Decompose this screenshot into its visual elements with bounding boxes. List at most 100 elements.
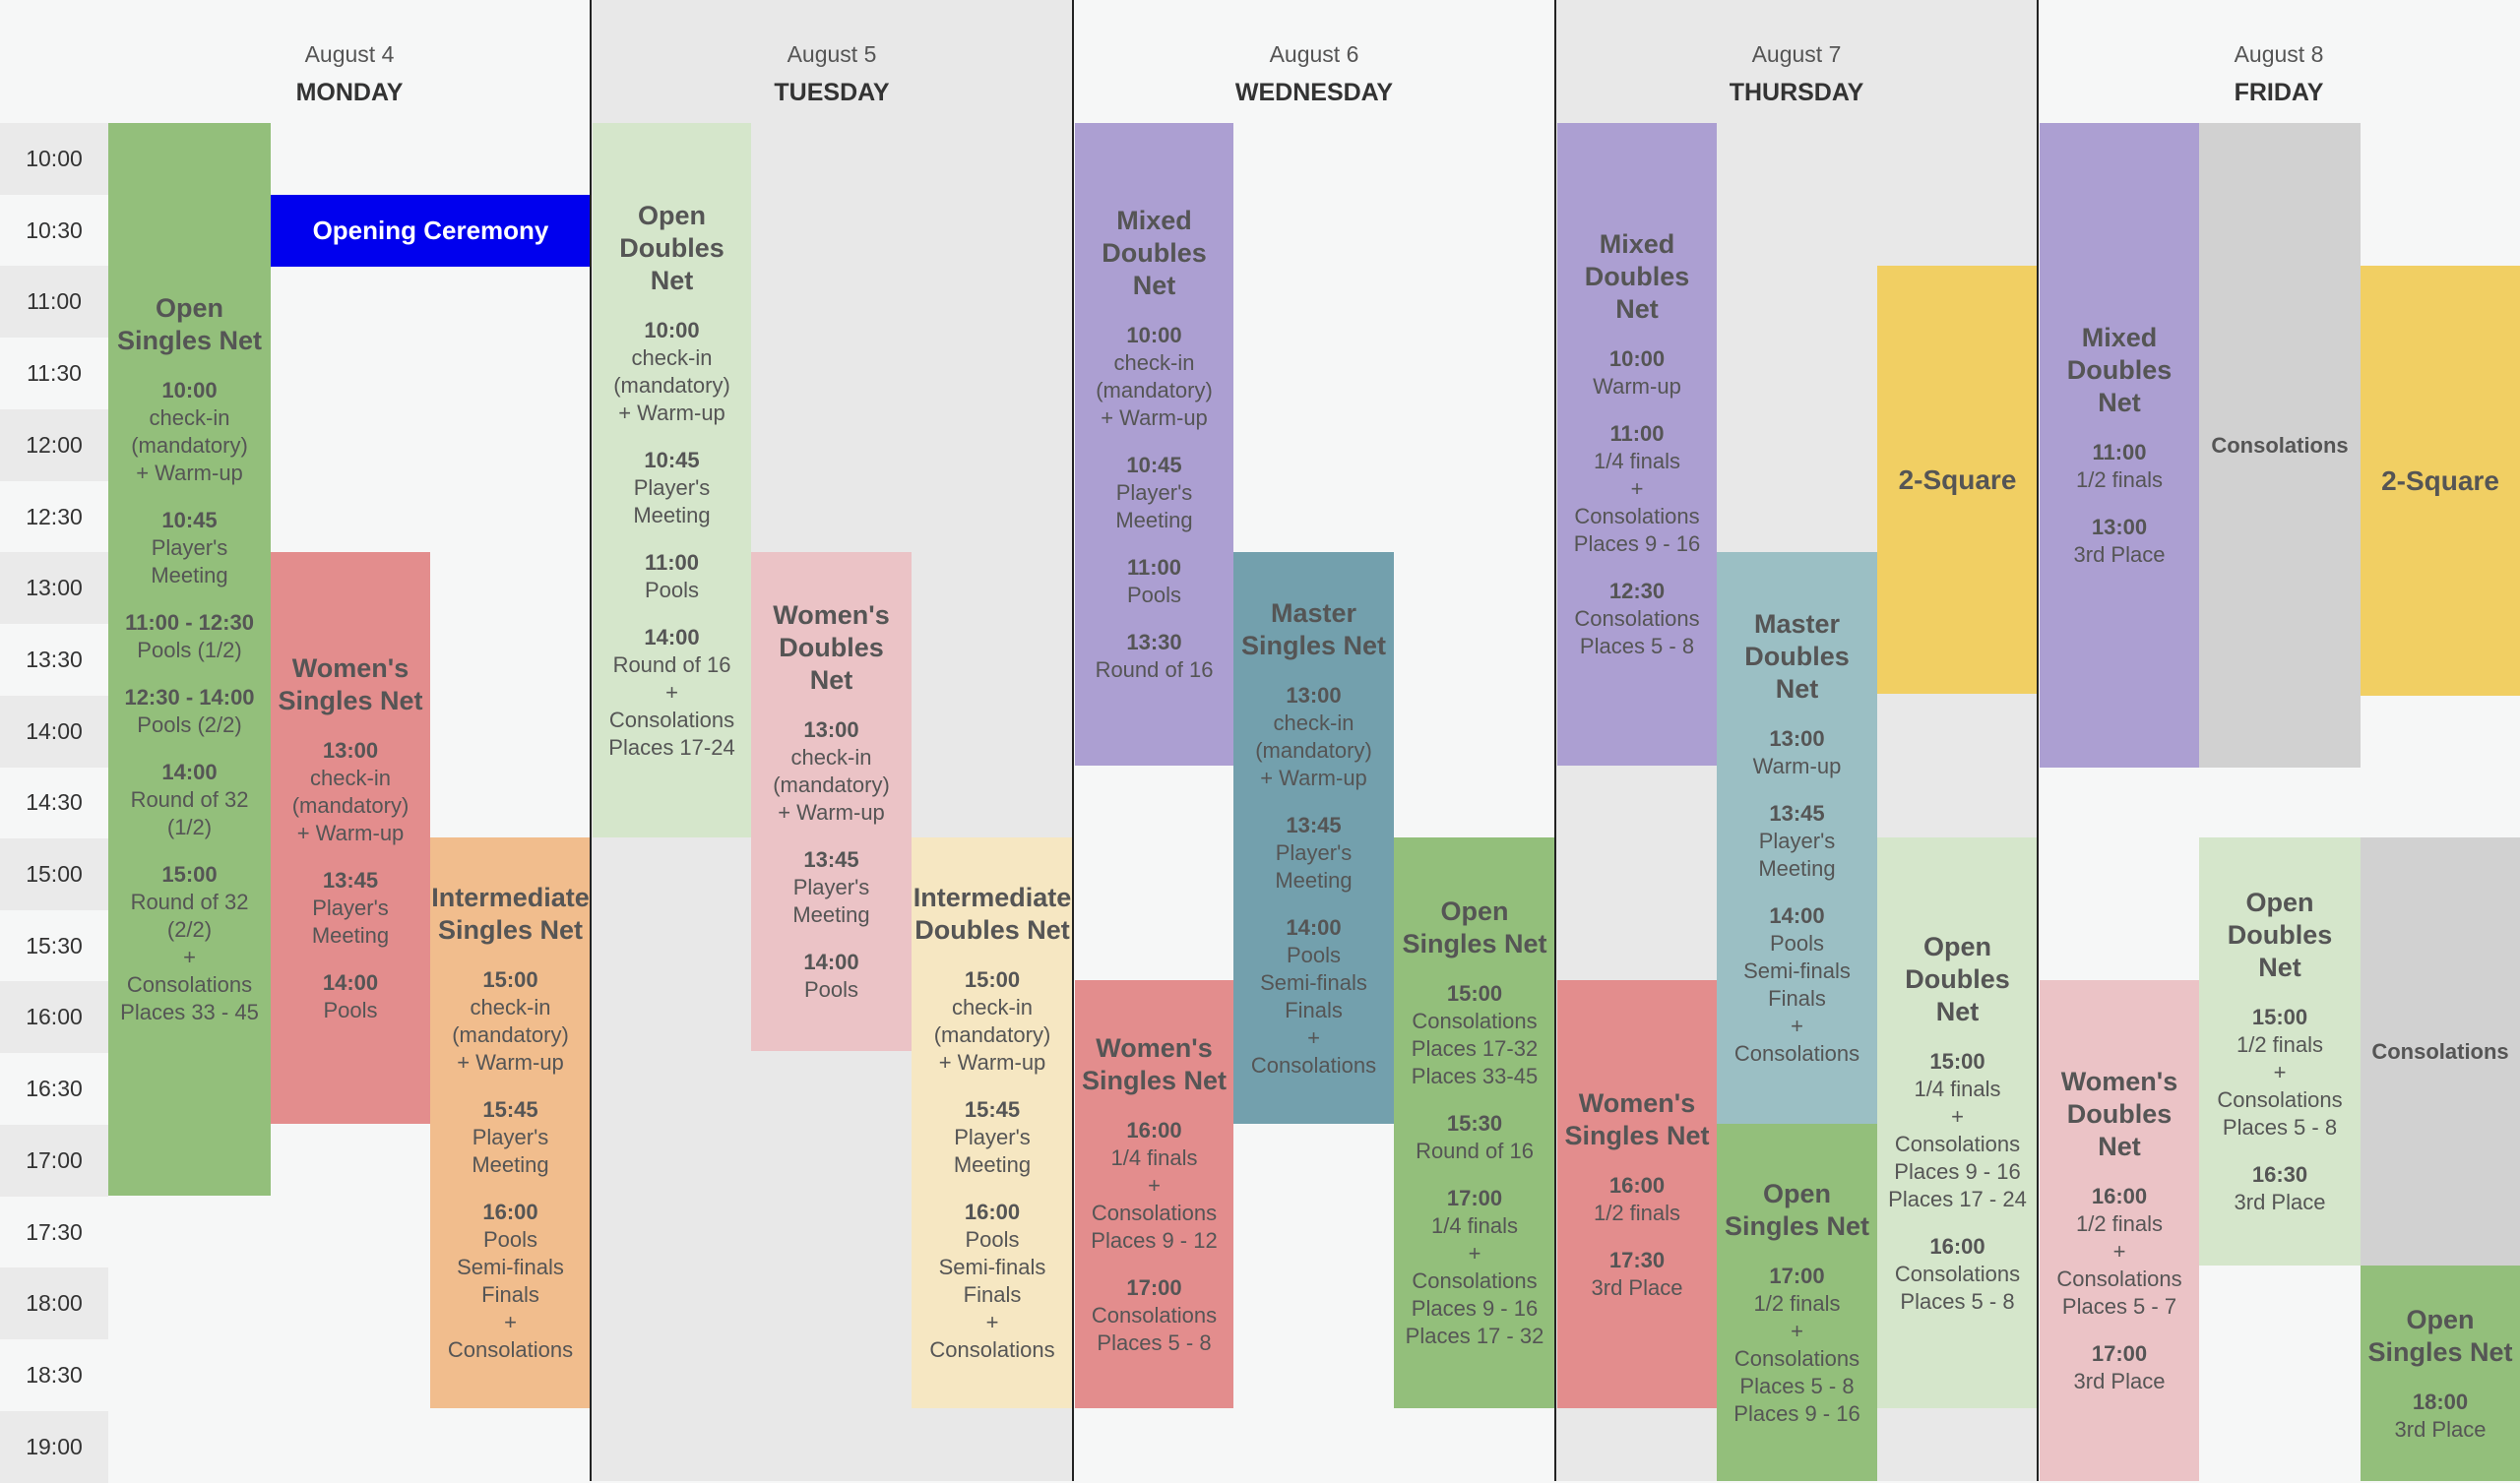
time-label: 14:00 xyxy=(0,695,108,768)
day-weekday: FRIDAY xyxy=(2234,79,2324,106)
event-block-fri-2square[interactable]: 2-Square xyxy=(2361,266,2520,696)
event-title: Women's Singles Net xyxy=(1081,1032,1228,1095)
event-time: 13:45 xyxy=(1286,812,1342,837)
event-detail: Player's xyxy=(151,535,228,560)
event-block-fri-womens-doubles[interactable]: Women's Doubles Net 16:00 1/2 finals + Conso… xyxy=(2040,980,2199,1481)
event-detail: Places 17 - 32 xyxy=(1405,1324,1544,1348)
event-detail: Meeting xyxy=(1275,867,1353,893)
event-detail: Places 9 - 12 xyxy=(1091,1227,1218,1253)
event-detail: Meeting xyxy=(792,902,870,927)
event-detail: Finals xyxy=(1768,986,1826,1011)
event-time: 15:00 xyxy=(161,862,218,887)
event-block-thu-womens-singles[interactable]: Women's Singles Net 16:00 1/2 finals 17:30 3… xyxy=(1557,980,1717,1408)
event-block-mon-intermediate-singles[interactable]: Intermediate Singles Net 15:00 check-in (ma… xyxy=(430,837,591,1408)
event-time: 11:00 xyxy=(1126,555,1182,580)
event-detail: Places 9 - 16 xyxy=(1411,1296,1539,1321)
event-block-mon-open-singles[interactable]: Open Singles Net 10:00 check-in (mandatory)… xyxy=(108,123,271,1196)
event-time: 14:00 xyxy=(1769,903,1825,928)
event-block-tue-intermediate-doubles[interactable]: Intermediate Doubles Net 15:00 check-in (ma… xyxy=(912,837,1073,1408)
event-block-wed-mixed-doubles[interactable]: Mixed Doubles Net 10:00 check-in (mandatory… xyxy=(1075,123,1233,766)
event-time: 15:45 xyxy=(964,1097,1021,1122)
event-detail: + Warm-up xyxy=(136,461,243,485)
event-block-fri-mixed-doubles[interactable]: Mixed Doubles Net 11:00 1/2 finals 13:00 3rd… xyxy=(2040,123,2199,768)
event-detail: Meeting xyxy=(633,502,711,527)
event-block-thu-open-singles[interactable]: Open Singles Net 17:00 1/2 finals + Consolat… xyxy=(1717,1124,1877,1481)
event-detail: Semi-finals xyxy=(938,1255,1046,1279)
event-title: Women's Singles Net xyxy=(278,652,423,715)
event-detail: Round of 16 xyxy=(1095,657,1214,682)
event-detail: Consolations xyxy=(1733,1041,1860,1066)
event-detail: + xyxy=(1307,1024,1320,1050)
event-detail: 3rd Place xyxy=(2394,1416,2487,1442)
event-detail: Places 9 - 16 xyxy=(1894,1158,2021,1184)
event-detail: + Warm-up xyxy=(778,800,885,825)
day-date: August 8 xyxy=(2234,41,2324,67)
event-block-wed-womens-singles[interactable]: Women's Singles Net 16:00 1/4 finals + Conso… xyxy=(1075,980,1233,1408)
event-block-fri-open-singles[interactable]: Open Singles Net 18:00 3rd Place xyxy=(2361,1266,2520,1481)
event-detail: Places 33-45 xyxy=(1411,1064,1539,1088)
event-time: 13:00 xyxy=(2091,515,2148,539)
event-detail: Pools xyxy=(323,997,378,1022)
event-detail: Pools (2/2) xyxy=(137,712,242,737)
event-time: 14:00 xyxy=(803,950,859,974)
event-block-fri-consolations-2[interactable]: Consolations xyxy=(2361,837,2520,1266)
event-title: Opening Ceremony xyxy=(312,216,549,245)
event-block-mon-womens-singles[interactable]: Women's Singles Net 13:00 check-in (mandato… xyxy=(271,552,430,1124)
event-detail: Finals xyxy=(963,1282,1022,1307)
time-label: 12:00 xyxy=(0,408,108,481)
event-time: 17:00 xyxy=(2091,1341,2148,1366)
event-block-thu-master-doubles[interactable]: Master Doubles Net 13:00 Warm-up 13:45 Playe… xyxy=(1717,552,1877,1124)
event-time: 16:30 xyxy=(2251,1162,2308,1187)
event-detail: + xyxy=(1630,476,1644,501)
event-detail: Pools xyxy=(1126,583,1182,607)
event-block-mon-opening[interactable]: Opening Ceremony xyxy=(271,195,591,267)
event-time: 11:00 xyxy=(1609,421,1665,446)
event-detail: Semi-finals xyxy=(1743,958,1851,983)
event-detail: (1/2) xyxy=(166,815,213,839)
event-block-wed-open-singles[interactable]: Open Singles Net 15:00 Consolations Places … xyxy=(1394,837,1555,1408)
event-detail: Player's xyxy=(1115,480,1193,505)
event-detail: (mandatory) xyxy=(291,792,410,818)
event-detail: Player's xyxy=(792,875,870,899)
event-time: 17:30 xyxy=(1608,1247,1666,1272)
event-title: Intermediate Singles Net xyxy=(431,883,590,945)
event-block-thu-2square[interactable]: 2-Square xyxy=(1877,266,2038,694)
event-time: 13:45 xyxy=(1769,801,1825,826)
event-detail: + Warm-up xyxy=(1101,405,1208,430)
event-time: 13:00 xyxy=(1769,726,1825,751)
event-block-thu-mixed-doubles[interactable]: Mixed Doubles Net 10:00 Warm-up 11:00 1/4 fi… xyxy=(1557,123,1717,766)
event-time: 14:00 xyxy=(644,624,700,649)
event-detail: check-in xyxy=(631,344,713,370)
time-label: 11:30 xyxy=(27,360,82,387)
event-detail: (mandatory) xyxy=(131,433,248,458)
event-title: 2-Square xyxy=(2381,465,2499,496)
event-detail: 1/4 finals xyxy=(1110,1144,1198,1170)
event-detail: Consolations xyxy=(929,1337,1055,1362)
event-block-tue-womens-doubles[interactable]: Women's Doubles Net 13:00 check-in (mandato… xyxy=(751,552,912,1051)
event-block-fri-open-doubles[interactable]: Open Doubles Net 15:00 1/2 finals + Consolat… xyxy=(2199,837,2361,1266)
event-detail: 1/4 finals xyxy=(1914,1076,2001,1101)
day-divider xyxy=(590,0,592,1481)
event-detail: Round of 32 xyxy=(130,787,249,812)
event-detail: check-in xyxy=(1273,710,1354,735)
event-detail: Round of 16 xyxy=(612,651,731,677)
event-block-tue-open-doubles[interactable]: Open Doubles Net 10:00 check-in (mandatory)… xyxy=(593,123,751,837)
time-label: 16:30 xyxy=(26,1076,83,1102)
event-time: 15:45 xyxy=(482,1097,538,1122)
event-time: 11:00 - 12:30 xyxy=(125,610,254,635)
day-header: August 4 MONDAY xyxy=(108,0,591,118)
event-detail: Consolations xyxy=(1894,1261,2021,1286)
event-detail: Round of 32 xyxy=(130,890,249,914)
event-detail: 1/2 finals xyxy=(2236,1032,2324,1057)
event-block-thu-open-doubles[interactable]: Open Doubles Net 15:00 1/4 finals + Consolat… xyxy=(1877,837,2038,1408)
event-detail: + xyxy=(504,1310,517,1334)
event-time: 14:00 xyxy=(322,969,379,995)
event-time: 11:00 xyxy=(2092,440,2147,464)
event-block-fri-consolations-1[interactable]: Consolations xyxy=(2199,123,2361,768)
event-block-wed-master-singles[interactable]: Master Singles Net 13:00 check-in (mandator… xyxy=(1233,552,1394,1124)
time-label: 14:30 xyxy=(26,789,83,816)
event-detail: (mandatory) xyxy=(1096,378,1213,402)
event-time: 10:00 xyxy=(161,378,218,402)
event-title: Mixed Doubles Net xyxy=(2066,323,2173,417)
day-header: August 6 WEDNESDAY xyxy=(1073,0,1555,118)
